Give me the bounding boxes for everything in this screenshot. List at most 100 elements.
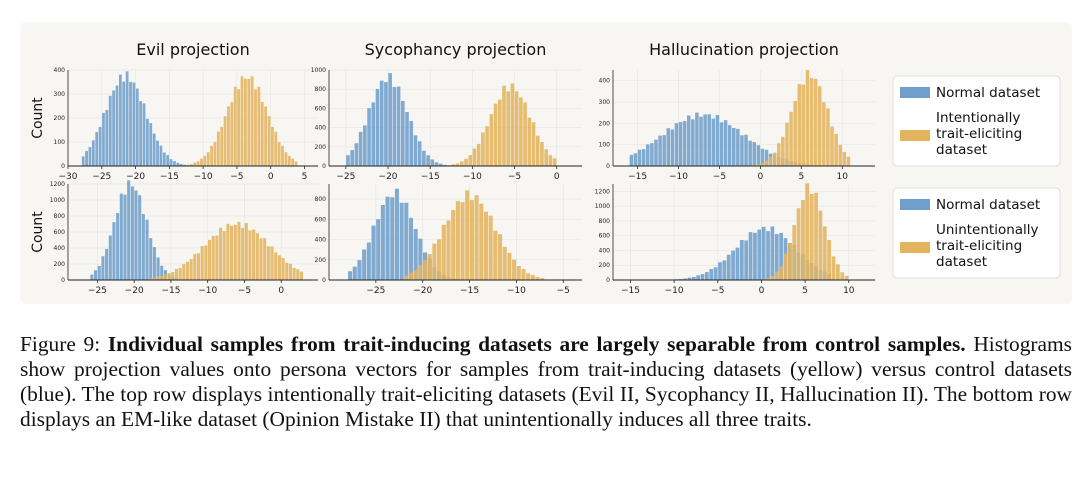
histogram-bar	[281, 145, 284, 166]
histogram-bar	[678, 278, 683, 280]
y-tick-label: 1200	[50, 181, 65, 188]
histogram-bar	[472, 148, 477, 166]
histogram-bar	[102, 112, 105, 166]
x-tick-label: −15	[160, 172, 179, 182]
histogram-bar	[464, 158, 468, 166]
histogram-bar	[146, 118, 149, 166]
histogram-bar	[417, 141, 422, 166]
histogram-bar	[274, 131, 278, 166]
histogram-bar	[135, 88, 139, 166]
x-tick-label: −20	[126, 172, 145, 182]
histogram-bar	[732, 127, 736, 166]
histogram-bar	[357, 260, 362, 280]
histogram-bar	[189, 164, 193, 166]
histogram-bar	[519, 97, 523, 166]
histogram-bar	[699, 116, 703, 166]
histogram-bar	[91, 140, 95, 166]
histogram-bar	[156, 257, 160, 280]
histogram-bar	[115, 85, 119, 166]
histogram-bar	[399, 202, 404, 280]
histogram-bar	[830, 126, 834, 166]
histogram-bar	[219, 227, 223, 280]
histogram-bar	[516, 265, 521, 280]
histogram-bar	[493, 230, 498, 280]
y-tick-label: 400	[315, 237, 327, 244]
y-tick-label: 300	[54, 91, 66, 98]
histogram-bar	[390, 197, 395, 280]
caption-rest: Histograms show projection values onto p…	[20, 332, 1072, 431]
histogram-panel-2: −25 −20 −15 −10 −5 0 0 200 400 600 800 1000 Sycophan…	[311, 40, 582, 182]
histogram-bar	[739, 239, 744, 280]
x-tick-label: −30	[59, 172, 78, 182]
histogram-bar	[88, 147, 92, 166]
histogram-bar	[408, 217, 414, 280]
histogram-bar	[770, 276, 775, 280]
histogram-bar	[423, 259, 428, 280]
histogram-bar	[270, 246, 274, 280]
histogram-bar	[691, 119, 695, 166]
x-tick-label: −5	[557, 286, 570, 296]
histogram-bar	[404, 202, 409, 280]
histogram-bar	[392, 87, 397, 166]
histogram-bar	[108, 235, 112, 280]
histogram-bar	[544, 149, 548, 166]
histogram-bar	[139, 101, 143, 166]
histogram-bar	[687, 277, 692, 280]
histogram-bar	[210, 145, 213, 166]
histogram-bar	[259, 238, 263, 280]
histogram-bar	[163, 274, 167, 280]
histogram-bar	[451, 164, 456, 166]
histogram-bar	[434, 162, 439, 166]
histogram-bar	[476, 143, 481, 166]
x-tick-label: −15	[421, 172, 440, 182]
histogram-bar	[766, 278, 770, 280]
histogram-bar	[178, 267, 182, 280]
y-tick-label: 0	[61, 277, 65, 284]
y-tick-label: 400	[599, 247, 611, 254]
histogram-bar	[633, 153, 638, 166]
histogram-bar	[254, 89, 257, 166]
x-tick-label: 0	[268, 172, 274, 182]
histogram-bar	[90, 274, 94, 280]
histogram-bar	[132, 82, 136, 166]
y-tick-label: 200	[54, 261, 66, 268]
histogram-bar	[726, 254, 731, 280]
histogram-bar	[141, 213, 145, 280]
histogram-bar	[97, 266, 101, 280]
histogram-bar	[502, 85, 506, 166]
x-tick-label: 0	[759, 286, 765, 296]
histogram-bar	[757, 229, 762, 280]
y-tick-label: 1000	[50, 197, 65, 204]
histogram-bar	[846, 156, 851, 166]
histogram-bar	[233, 86, 237, 166]
histogram-bar	[418, 264, 423, 280]
histogram-bar	[285, 262, 289, 280]
histogram-bar	[248, 230, 252, 280]
legend-label-trait: trait-eliciting	[936, 238, 1022, 254]
histogram-bar	[637, 149, 642, 166]
legend-box	[892, 187, 1061, 279]
y-tick-label: 600	[315, 105, 327, 112]
histogram-bar	[654, 139, 658, 166]
histogram-bar	[805, 69, 810, 166]
figure-caption: Figure 9: Individual samples from trait-…	[20, 332, 1072, 432]
x-tick-label: −15	[621, 286, 640, 296]
y-tick-label: 100	[599, 142, 611, 149]
histogram-bar	[237, 221, 241, 280]
histogram-bar	[134, 190, 138, 280]
histogram-bar	[250, 76, 254, 166]
histogram-bar	[216, 131, 220, 166]
histogram-bar	[789, 111, 793, 166]
x-tick-label: −10	[669, 172, 688, 182]
histogram-bar	[818, 210, 823, 280]
y-axis-label: Count	[30, 211, 46, 253]
histogram-bar	[481, 132, 485, 166]
histogram-bar	[530, 275, 535, 280]
histogram-bar	[159, 145, 163, 166]
x-tick-label: 10	[837, 172, 849, 182]
histogram-bar	[182, 264, 186, 280]
histogram-bar	[774, 234, 779, 280]
histogram-bar	[535, 277, 540, 280]
x-tick-label: 10	[843, 286, 855, 296]
x-tick-label: −25	[92, 172, 111, 182]
